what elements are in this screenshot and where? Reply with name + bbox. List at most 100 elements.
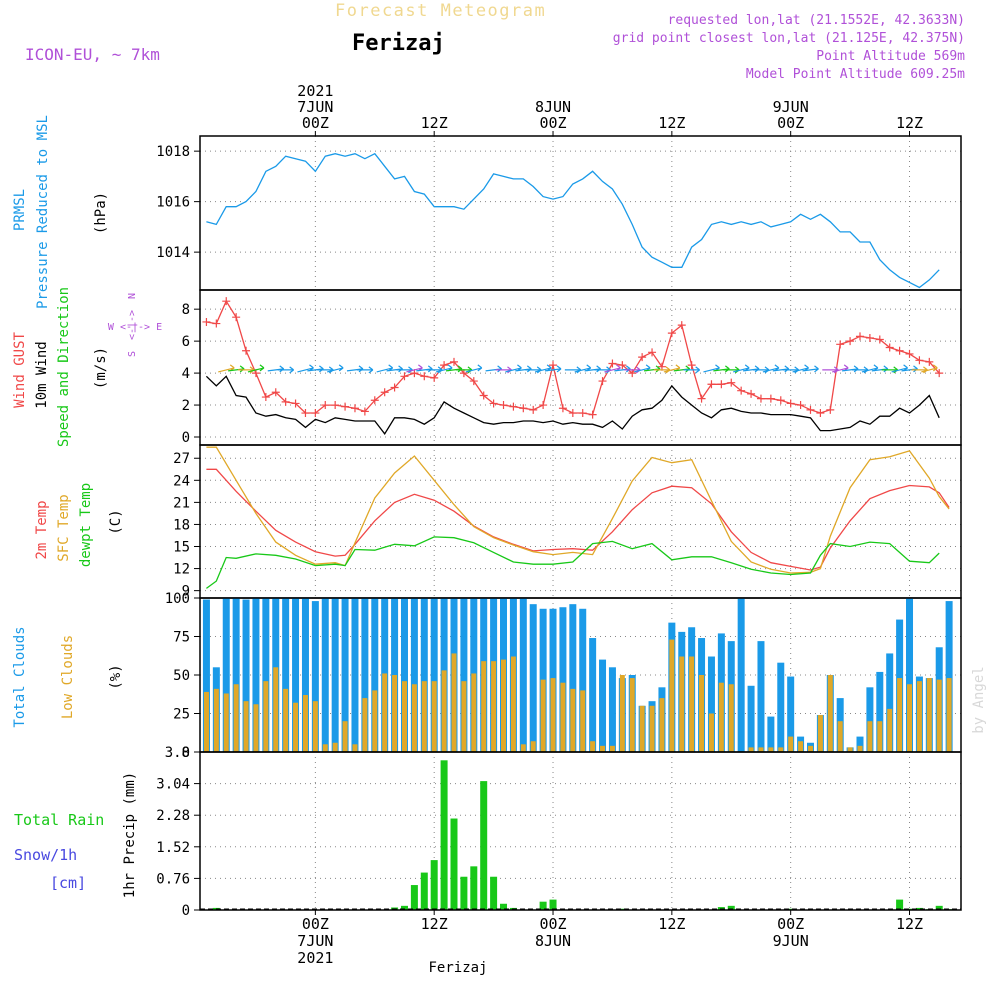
clouds-label-low: Low Clouds: [60, 635, 76, 719]
pressure-panel: 1014 1016 1018: [156, 135, 962, 291]
wind-barb: [277, 366, 295, 374]
clouds-panel: 0 25 50 75 100: [165, 591, 962, 761]
gust-marker: [806, 405, 815, 414]
precip-bar-total-rain: [549, 899, 557, 910]
gust-marker: [232, 313, 241, 322]
header-location: Ferizaj: [352, 31, 445, 56]
bottom-axis-label: 12Z: [421, 915, 448, 933]
gust-marker: [341, 402, 350, 411]
clouds-bar-low-clouds: [273, 667, 279, 752]
clouds-bar-low-clouds: [857, 745, 863, 752]
clouds-bar-total-clouds: [331, 598, 339, 752]
gust-marker: [291, 399, 300, 408]
gust-marker: [846, 337, 855, 346]
clouds-bar-low-clouds: [629, 678, 635, 752]
clouds-bar-total-clouds: [410, 598, 418, 752]
clouds-bar-low-clouds: [362, 698, 368, 752]
compass-south: S: [127, 351, 138, 357]
temperature-ytick-label: 9: [182, 584, 190, 600]
header-model: ICON-EU, ~ 7km: [25, 45, 160, 64]
pressure-line-prmsl: [206, 152, 940, 289]
clouds-bar-low-clouds: [243, 701, 249, 752]
temperature-line-dewpt-temp: [206, 536, 940, 589]
clouds-bar-low-clouds: [689, 656, 695, 752]
clouds-bar-low-clouds: [293, 702, 299, 752]
clouds-bar-total-clouds: [292, 598, 300, 752]
top-axis-label: 7JUN: [297, 98, 333, 116]
gust-marker: [400, 372, 409, 381]
compass-we: W <-|-> E: [108, 322, 162, 333]
gust-marker: [895, 346, 904, 355]
gust-marker: [796, 401, 805, 410]
precip-ytick-label: 2.28: [156, 808, 190, 824]
clouds-bar-low-clouds: [788, 736, 794, 752]
clouds-bar-total-clouds: [351, 598, 359, 752]
gust-marker: [539, 401, 548, 410]
gust-marker: [360, 407, 369, 416]
gust-marker: [786, 399, 795, 408]
clouds-bar-low-clouds: [451, 653, 457, 752]
clouds-ytick-label: 0: [182, 745, 190, 761]
gust-marker: [836, 340, 845, 349]
watermark: by Angel: [971, 666, 987, 733]
clouds-bar-low-clouds: [253, 704, 259, 752]
clouds-bar-total-clouds: [262, 598, 270, 752]
clouds-bar-total-clouds: [341, 598, 349, 752]
clouds-bar-low-clouds: [213, 688, 219, 752]
clouds-bar-low-clouds: [491, 661, 497, 752]
compass-ns-arrow: <-|->: [127, 310, 138, 340]
gust-marker: [687, 361, 696, 370]
wind-label-speed-dir: Speed and Direction: [56, 287, 72, 447]
clouds-bar-low-clouds: [907, 684, 913, 752]
clouds-ytick-label: 25: [173, 707, 190, 723]
header-grid-point: grid point closest lon,lat (21.125E, 42.…: [613, 31, 965, 46]
gust-marker: [549, 361, 558, 370]
temp-unit: (C): [108, 509, 124, 534]
clouds-bar-low-clouds: [748, 747, 754, 752]
gust-marker: [212, 319, 221, 328]
gust-marker: [202, 317, 211, 326]
clouds-bar-low-clouds: [708, 713, 714, 752]
top-axis-label: 9JUN: [773, 98, 809, 116]
clouds-ytick-label: 50: [173, 668, 190, 684]
clouds-bar-total-clouds: [608, 667, 616, 752]
clouds-bar-total-clouds: [529, 604, 537, 752]
clouds-bar-total-clouds: [747, 685, 755, 752]
precip-labels: Total Rain Snow/1h [cm] 1hr Precip (mm): [14, 772, 138, 898]
wind-barb: [822, 366, 839, 374]
gust-marker: [855, 332, 864, 341]
clouds-bar-total-clouds: [202, 599, 210, 752]
gust-marker: [638, 353, 647, 362]
clouds-bar-total-clouds: [242, 599, 250, 752]
clouds-bar-total-clouds: [430, 598, 438, 752]
temperature-labels: 2m Temp SFC Temp dewpt Temp (C): [34, 483, 124, 567]
temp-label-2m: 2m Temp: [34, 500, 50, 559]
clouds-bar-total-clouds: [519, 598, 527, 752]
clouds-bar-low-clouds: [669, 639, 675, 752]
gust-marker: [301, 409, 310, 418]
clouds-bar-low-clouds: [550, 678, 556, 752]
clouds-bar-low-clouds: [659, 698, 665, 752]
gust-marker: [321, 401, 330, 410]
clouds-bar-low-clouds: [501, 659, 507, 752]
gust-marker: [271, 388, 280, 397]
gust-marker: [925, 357, 934, 366]
clouds-bar-total-clouds: [311, 601, 319, 752]
clouds-bar-low-clouds: [600, 745, 606, 752]
clouds-bar-low-clouds: [411, 684, 417, 752]
clouds-bar-low-clouds: [718, 682, 724, 752]
precip-bar-total-rain: [896, 899, 904, 910]
clouds-bar-total-clouds: [301, 598, 309, 752]
gust-marker: [509, 402, 518, 411]
bottom-axis-label: 00Z: [302, 915, 329, 933]
precip-bar-total-rain: [460, 876, 468, 910]
precip-bar-total-rain: [935, 905, 943, 910]
precip-ytick-label: 3.04: [156, 777, 190, 793]
temperature-frame: [199, 444, 962, 599]
gust-marker: [449, 357, 458, 366]
clouds-bar-low-clouds: [619, 675, 625, 752]
gust-marker: [519, 404, 528, 413]
clouds-bar-low-clouds: [223, 693, 229, 752]
gust-marker: [885, 343, 894, 352]
